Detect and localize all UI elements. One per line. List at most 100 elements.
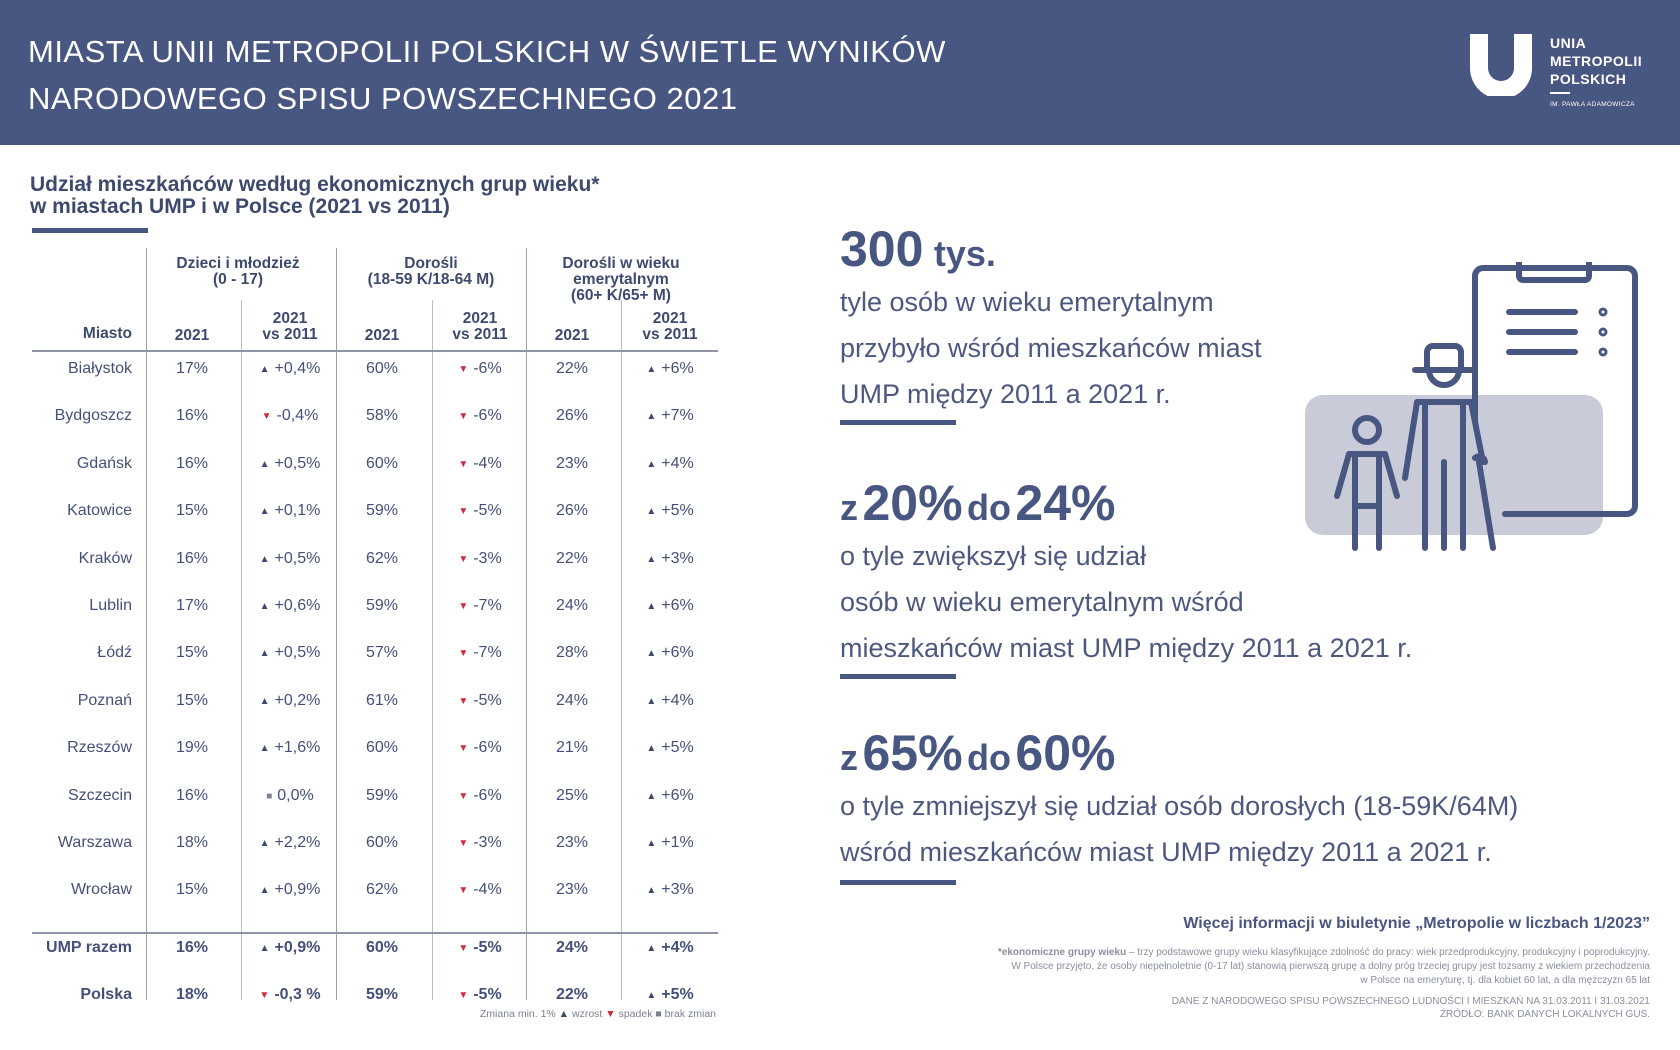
trend-up-icon: ▲ (646, 990, 657, 1002)
share-cell: 59% (365, 986, 399, 1004)
share-cell: 59% (365, 597, 399, 614)
share-cell: 62% (365, 881, 399, 899)
share-cell: 60% (365, 834, 399, 851)
share-cell: 16% (175, 938, 209, 956)
city-label: Białystok (67, 360, 132, 377)
group-header-line: Dorośli (404, 255, 458, 272)
change-value: -0,3 % (274, 986, 321, 1004)
change-cell: ▼ -4% (435, 455, 525, 473)
legend-down-icon: ▼ (605, 1008, 616, 1020)
trend-up-icon: ▲ (259, 506, 270, 518)
share-cell: 62% (365, 549, 399, 567)
trend-down-icon: ▼ (458, 743, 469, 755)
change-value: -0,4% (276, 407, 319, 425)
change-cell: ▲ +3% (625, 881, 715, 899)
stat-2-from: 20% (862, 475, 963, 531)
trend-down-icon: ▼ (458, 648, 469, 660)
trend-up-icon: ▲ (646, 648, 657, 660)
change-value: +0,5% (274, 549, 321, 567)
trend-up-icon: ▲ (259, 942, 270, 954)
trend-up-icon: ▲ (259, 885, 270, 897)
header-banner: MIASTA UNII METROPOLII POLSKICH W ŚWIETL… (0, 0, 1680, 145)
stat-2-line2: osób w wieku emerytalnym wśród (840, 587, 1244, 617)
change-cell: ▲ +1,6% (245, 739, 335, 757)
city-label: Bydgoszcz (54, 407, 132, 425)
trend-up-icon: ▲ (646, 942, 657, 954)
change-cell: ▼ -0,3 % (245, 986, 335, 1004)
change-cell: ▲ +2,2% (245, 834, 335, 852)
stat-1-headline: 300 tys. (840, 220, 996, 278)
change-cell: ▲ +3% (625, 550, 715, 568)
trend-up-icon: ▲ (646, 790, 657, 802)
column-header-change-line: vs 2011 (642, 326, 698, 343)
change-value: +7% (661, 407, 694, 425)
column-divider (526, 248, 527, 1000)
share-cell: 15% (175, 691, 209, 709)
change-cell: ▼ -5% (435, 939, 525, 957)
table-title-line1: Udział mieszkańców według ekonomicznych … (30, 173, 600, 196)
more-info-link[interactable]: Więcej informacji w biuletynie „Metropol… (1183, 915, 1650, 932)
trend-up-icon: ▲ (259, 553, 270, 565)
column-header-year: 2021 (554, 327, 590, 344)
column-header-year: 2021 (174, 327, 210, 344)
stat-3-from: 65% (862, 725, 963, 781)
change-cell: ▲ +6% (625, 644, 715, 662)
change-value: +0,6% (274, 597, 321, 614)
share-cell: 22% (555, 549, 589, 567)
source-line2: ŹRÓDŁO: BANK DANYCH LOKALNYCH GUS. (1439, 1009, 1650, 1020)
retirement-people-illustration (1305, 262, 1638, 551)
share-cell: 23% (555, 454, 589, 472)
city-label: Łódź (97, 644, 132, 662)
change-value: +2,2% (274, 834, 321, 851)
stat-2-prefix: z (840, 487, 858, 528)
city-label: Katowice (67, 502, 132, 520)
stat-2-mid: do (966, 487, 1011, 528)
legend-up-label: wzrost (572, 1008, 603, 1020)
change-cell: ▲ +6% (625, 597, 715, 615)
stat-3-accent (840, 880, 956, 885)
city-label: Kraków (78, 549, 132, 567)
change-value: +0,9% (274, 881, 321, 899)
page-title: MIASTA UNII METROPOLII POLSKICH W ŚWIETL… (28, 28, 946, 122)
change-cell: ▼ -6% (435, 787, 525, 805)
trend-down-icon: ▼ (458, 695, 469, 707)
share-cell: 59% (365, 502, 399, 520)
trend-up-icon: ▲ (646, 743, 657, 755)
group-header-line: (18-59 K/18-64 M) (367, 271, 495, 288)
share-cell: 15% (175, 881, 209, 899)
share-cell: 23% (555, 881, 589, 899)
share-cell: 23% (555, 834, 589, 851)
stat-3-prefix: z (840, 737, 858, 778)
stat-3-to: 60% (1015, 725, 1116, 781)
change-value: +0,5% (274, 644, 321, 662)
trend-up-icon: ▲ (259, 364, 270, 375)
share-cell: 16% (175, 786, 209, 804)
stat-3-headline: z 65% do 60% (840, 724, 1116, 782)
change-cell: ▲ +4% (625, 692, 715, 710)
change-value: +0,5% (274, 454, 321, 472)
change-value: +0,4% (274, 360, 321, 377)
city-label: Poznań (77, 691, 132, 709)
share-cell: 16% (175, 454, 209, 472)
group-header-3: Dorośli w wieku emerytalnym (60+ K/65+ M) (531, 256, 711, 304)
trend-up-icon: ▲ (259, 838, 270, 849)
change-value: -6% (473, 407, 502, 425)
change-value: +6% (661, 360, 694, 377)
change-value: -5% (473, 502, 502, 520)
legend-text: Zmiana min. 1% (479, 1008, 556, 1020)
clipboard-lines-icon (1506, 309, 1578, 355)
change-value: +5% (661, 502, 694, 520)
column-divider (621, 300, 622, 1000)
change-cell: ▼ -7% (435, 597, 525, 615)
change-value: -3% (473, 549, 502, 567)
trend-up-icon: ▲ (646, 695, 657, 707)
trend-down-icon: ▼ (458, 411, 469, 423)
group-header-line: Dorośli w wieku (562, 255, 680, 272)
trend-down-icon: ▼ (458, 458, 469, 470)
share-cell: 60% (365, 739, 399, 757)
trend-up-icon: ▲ (646, 411, 657, 423)
logo-line2: METROPOLII (1550, 53, 1643, 69)
column-header-change-line: 2021 (652, 310, 688, 327)
data-source: DANE Z NARODOWEGO SPISU POWSZECHNEGO LUD… (820, 995, 1650, 1021)
share-cell: 25% (555, 786, 589, 804)
